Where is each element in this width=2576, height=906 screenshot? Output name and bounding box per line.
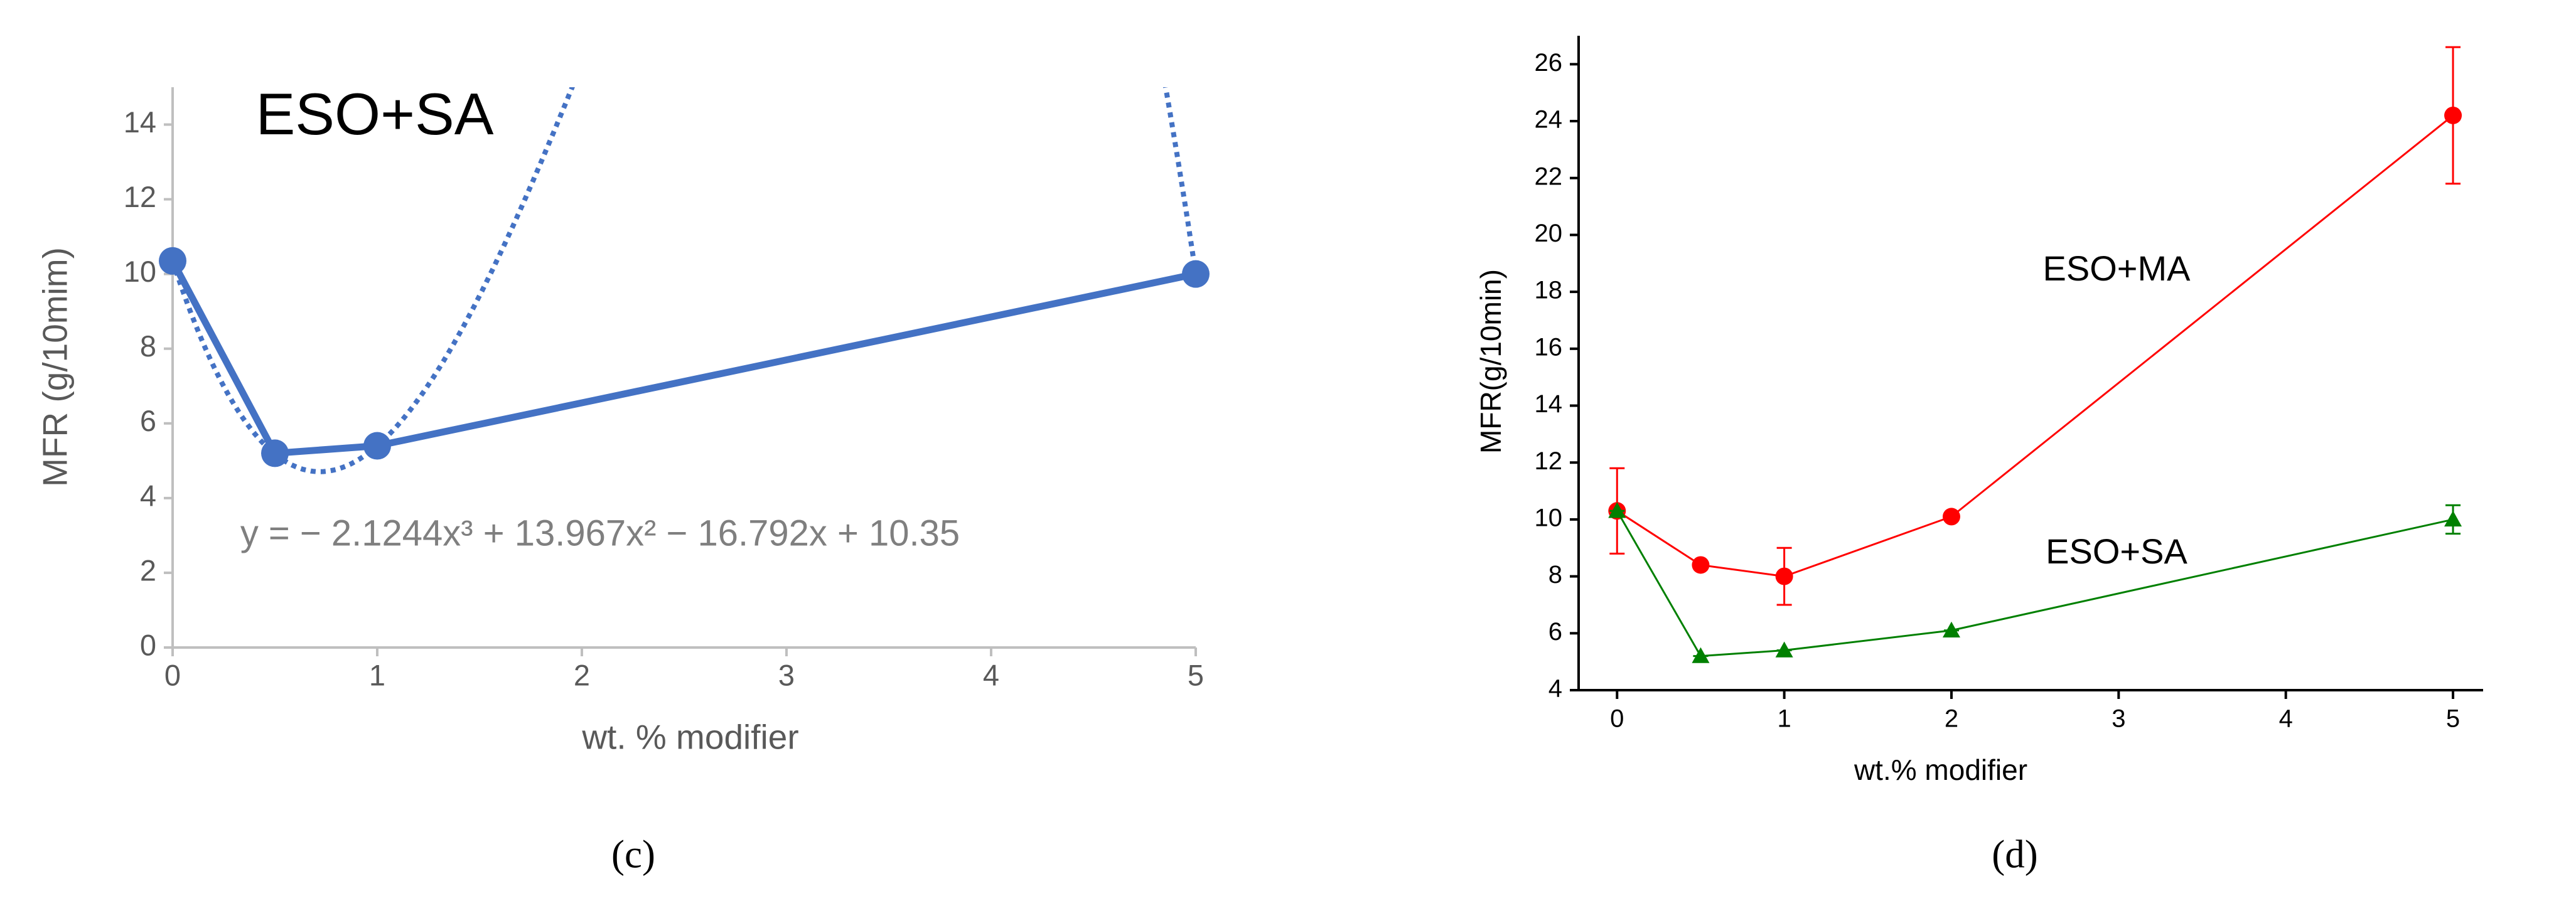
- x-tick-label: 0: [1610, 705, 1624, 733]
- y-tick-label: 24: [1535, 106, 1563, 134]
- y-tick-label: 10: [124, 255, 156, 288]
- data-point: [363, 432, 391, 460]
- y-tick-label: 12: [124, 180, 156, 213]
- series-line: [169, 259, 1197, 457]
- series-line: [1616, 114, 2454, 578]
- y-tick-label: 16: [1535, 333, 1563, 361]
- y-tick-label: 4: [1548, 675, 1562, 703]
- x-tick-label: 2: [1945, 705, 1958, 733]
- x-tick-label: 4: [983, 658, 999, 691]
- data-point: [1692, 556, 1710, 574]
- x-axis-label: wt. % modifier: [581, 718, 798, 757]
- data-point: [2444, 106, 2462, 124]
- y-tick-label: 26: [1535, 49, 1563, 77]
- y-tick-label: 0: [140, 628, 156, 661]
- x-tick-label: 3: [778, 658, 795, 691]
- panel-label: (d): [1992, 832, 2037, 876]
- y-tick-label: 8: [1548, 561, 1562, 589]
- series-label: ESO+MA: [2043, 248, 2191, 288]
- y-tick-label: 6: [140, 404, 156, 437]
- y-tick-label: 18: [1535, 277, 1563, 304]
- x-tick-label: 5: [1188, 658, 1204, 691]
- data-point: [261, 439, 289, 467]
- series-label: ESO+SA: [2046, 531, 2187, 571]
- data-point: [1608, 502, 1626, 518]
- y-tick-label: 6: [1548, 618, 1562, 646]
- x-tick-label: 1: [369, 658, 385, 691]
- data-point: [1775, 641, 1793, 658]
- y-axis-label: MFR (g/10mim): [36, 247, 75, 487]
- data-point: [1942, 621, 1960, 637]
- x-tick-label: 0: [164, 658, 181, 691]
- data-point: [1775, 567, 1793, 585]
- data-point: [1692, 647, 1710, 663]
- y-tick-label: 12: [1535, 447, 1563, 475]
- data-point: [1182, 260, 1210, 288]
- y-tick-label: 2: [140, 553, 156, 587]
- y-tick-label: 14: [124, 105, 156, 139]
- chart-title: ESO+SA: [256, 81, 494, 147]
- trendline: [173, 87, 1196, 474]
- x-tick-label: 4: [2279, 705, 2293, 733]
- y-tick-label: 22: [1535, 163, 1563, 190]
- x-tick-label: 2: [574, 658, 590, 691]
- y-tick-label: 4: [140, 479, 156, 512]
- x-tick-label: 3: [2112, 705, 2125, 733]
- data-point: [2444, 510, 2462, 527]
- series-line: [1616, 510, 2454, 658]
- y-tick-label: 10: [1535, 504, 1563, 531]
- data-point: [159, 247, 186, 275]
- x-tick-label: 5: [2446, 705, 2460, 733]
- data-point: [1942, 508, 1960, 526]
- x-tick-label: 1: [1777, 705, 1791, 733]
- trendline-equation: y = − 2.1244x³ + 13.967x² − 16.792x + 10…: [240, 513, 960, 553]
- y-tick-label: 14: [1535, 390, 1563, 418]
- panel-label: (c): [611, 832, 655, 876]
- y-axis-label: MFR(g/10min): [1474, 269, 1507, 454]
- x-axis-label: wt.% modifier: [1854, 754, 2027, 786]
- y-tick-label: 20: [1535, 220, 1563, 247]
- y-tick-label: 8: [140, 329, 156, 363]
